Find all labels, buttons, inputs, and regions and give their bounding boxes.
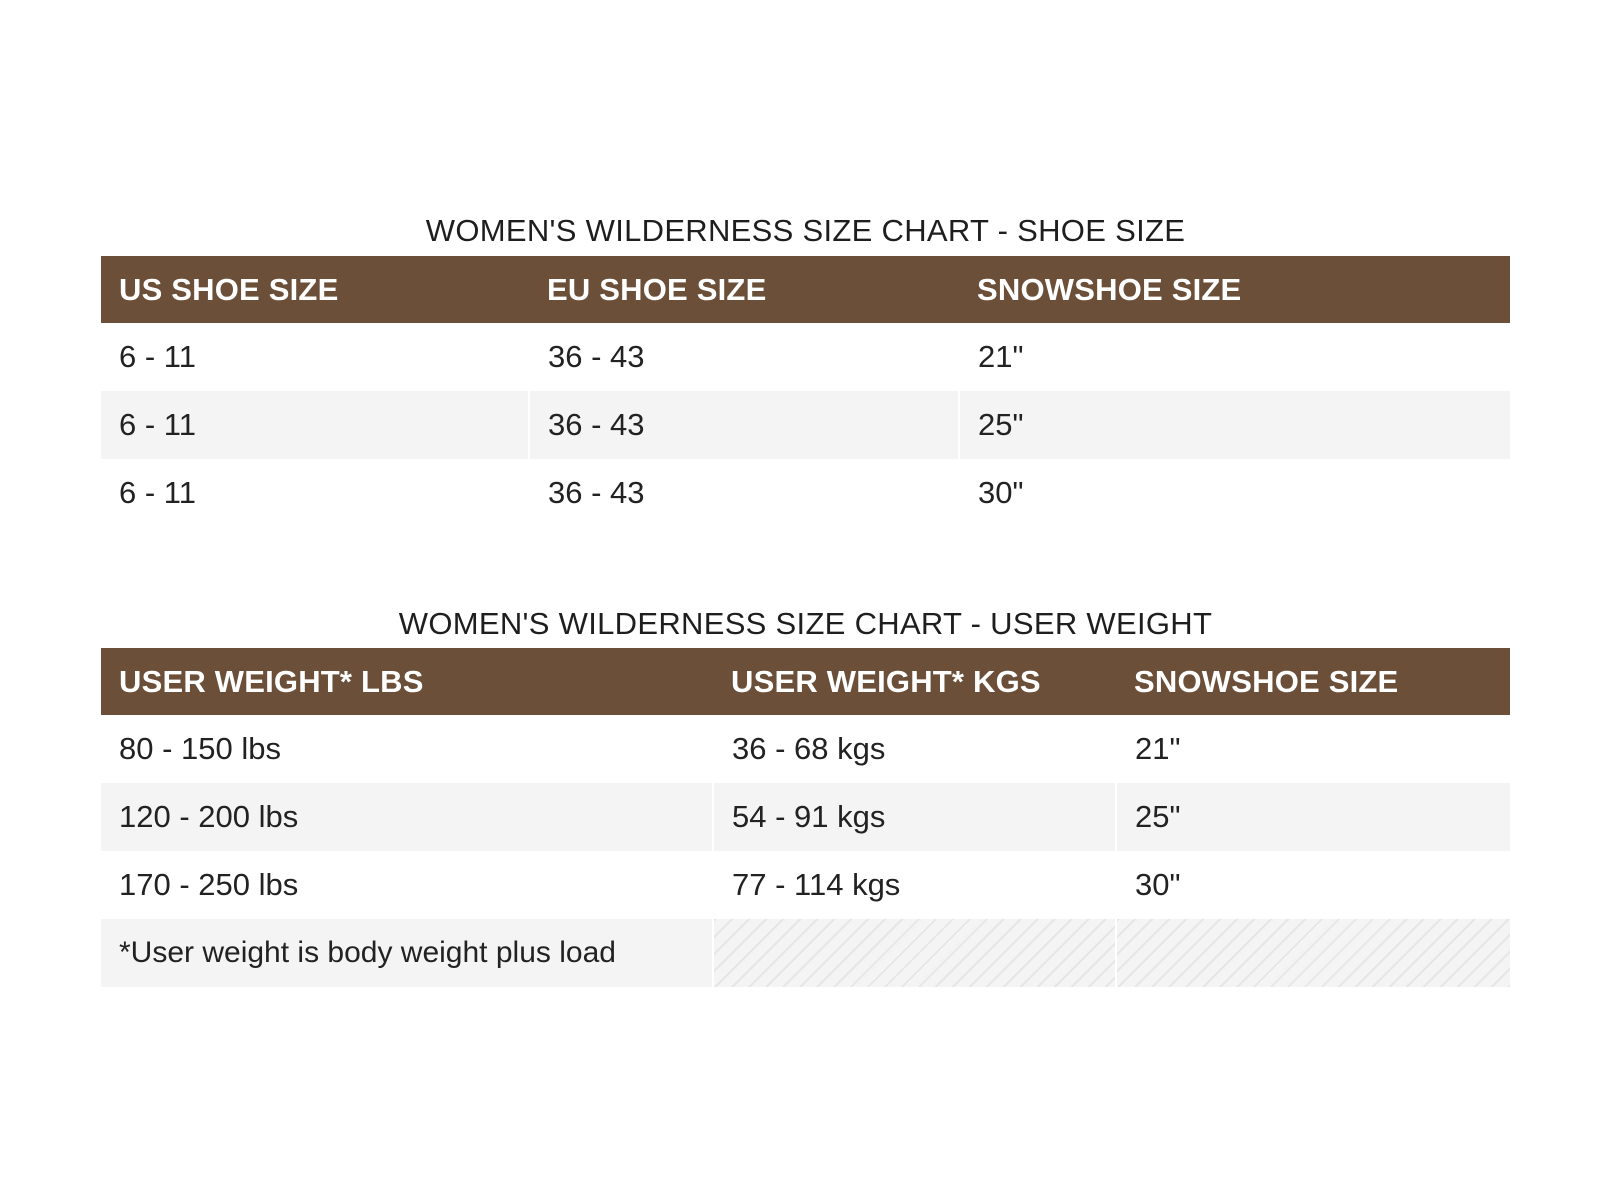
table-row: 6 - 11 36 - 43 30" (101, 459, 1510, 527)
user-weight-footnote: *User weight is body weight plus load (101, 919, 714, 987)
us-shoe-size-cell: 6 - 11 (101, 459, 530, 527)
table-row: 6 - 11 36 - 43 25" (101, 391, 1510, 459)
snowshoe-size-cell: 21" (958, 323, 1510, 391)
eu-shoe-size-cell: 36 - 43 (528, 459, 960, 527)
footnote-row: *User weight is body weight plus load (101, 919, 1510, 987)
eu-shoe-size-cell: 36 - 43 (528, 323, 960, 391)
table-row: 120 - 200 lbs 54 - 91 kgs 25" (101, 783, 1510, 851)
user-weight-chart-title: WOMEN'S WILDERNESS SIZE CHART - USER WEI… (398, 606, 1213, 641)
user-weight-chart: WOMEN'S WILDERNESS SIZE CHART - USER WEI… (101, 600, 1510, 987)
table-header-row: US SHOE SIZE EU SHOE SIZE SNOWSHOE SIZE (101, 256, 1510, 323)
shoe-size-chart-title: WOMEN'S WILDERNESS SIZE CHART - SHOE SIZ… (425, 213, 1186, 248)
user-weight-kgs-cell: 36 - 68 kgs (712, 715, 1117, 783)
column-header-snowshoe-size: SNOWSHOE SIZE (1116, 648, 1510, 715)
snowshoe-size-cell: 30" (958, 459, 1510, 527)
snowshoe-size-cell: 30" (1115, 851, 1510, 919)
eu-shoe-size-cell: 36 - 43 (529, 391, 960, 459)
column-header-user-weight-kgs: USER WEIGHT* KGS (713, 648, 1116, 715)
us-shoe-size-cell: 6 - 11 (101, 323, 530, 391)
shoe-size-chart: WOMEN'S WILDERNESS SIZE CHART - SHOE SIZ… (101, 206, 1510, 527)
hatched-empty-cell (1116, 919, 1510, 987)
column-header-snowshoe-size: SNOWSHOE SIZE (959, 256, 1510, 323)
user-weight-lbs-cell: 170 - 250 lbs (101, 851, 714, 919)
user-weight-table: USER WEIGHT* LBS USER WEIGHT* KGS SNOWSH… (101, 648, 1510, 987)
shoe-size-table: US SHOE SIZE EU SHOE SIZE SNOWSHOE SIZE … (101, 256, 1510, 527)
table-row: 170 - 250 lbs 77 - 114 kgs 30" (101, 851, 1510, 919)
column-header-us-shoe-size: US SHOE SIZE (101, 256, 529, 323)
snowshoe-size-cell: 25" (1116, 783, 1510, 851)
user-weight-lbs-cell: 120 - 200 lbs (101, 783, 714, 851)
us-shoe-size-cell: 6 - 11 (101, 391, 530, 459)
table-row: 6 - 11 36 - 43 21" (101, 323, 1510, 391)
user-weight-kgs-cell: 54 - 91 kgs (713, 783, 1117, 851)
user-weight-kgs-cell: 77 - 114 kgs (712, 851, 1117, 919)
snowshoe-size-cell: 25" (959, 391, 1510, 459)
snowshoe-size-cell: 21" (1115, 715, 1510, 783)
column-header-user-weight-lbs: USER WEIGHT* LBS (101, 648, 713, 715)
table-header-row: USER WEIGHT* LBS USER WEIGHT* KGS SNOWSH… (101, 648, 1510, 715)
table-row: 80 - 150 lbs 36 - 68 kgs 21" (101, 715, 1510, 783)
user-weight-lbs-cell: 80 - 150 lbs (101, 715, 714, 783)
column-header-eu-shoe-size: EU SHOE SIZE (529, 256, 959, 323)
hatched-empty-cell (713, 919, 1117, 987)
